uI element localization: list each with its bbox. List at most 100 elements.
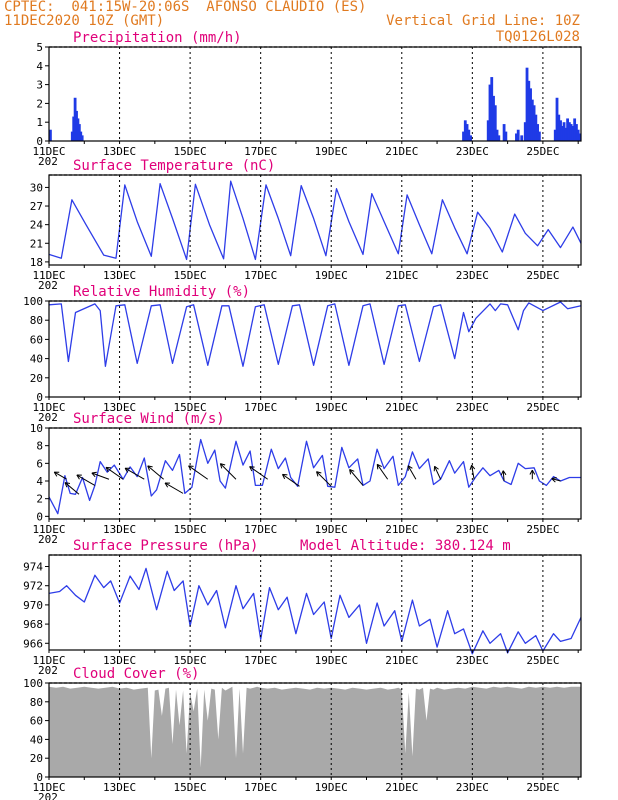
wind-arrow	[551, 478, 561, 482]
panel-4: 966 968 970 972 974 11DEC 13DEC 15DEC 17DEC 19DEC…	[23, 538, 582, 677]
wind-arrowhead	[249, 466, 255, 472]
x-year-label: 202	[38, 411, 58, 424]
x-tick-label: 13DEC	[103, 523, 136, 536]
series-line	[48, 567, 582, 655]
x-tick-label: 23DEC	[456, 654, 489, 667]
y-tick-label: 100	[23, 295, 43, 308]
precip-bar	[465, 124, 469, 141]
y-tick-label: 2	[36, 97, 43, 110]
y-tick-label: 21	[30, 237, 43, 250]
y-tick-label: 0	[36, 771, 43, 784]
header-station: CPTEC: 041:15W-20:06S AFONSO CLAUDIO (ES…	[4, 0, 367, 15]
precip-bar	[504, 131, 508, 141]
x-tick-label: 17DEC	[244, 145, 277, 158]
x-tick-label: 19DEC	[315, 523, 348, 536]
precip-bar	[516, 129, 520, 141]
wind-arrowhead	[500, 470, 507, 476]
wind-arrowhead	[91, 471, 97, 478]
wind-arrow	[349, 469, 364, 486]
y-tick-label: 80	[30, 696, 43, 709]
x-tick-label: 15DEC	[174, 523, 207, 536]
wind-arrow	[316, 471, 332, 487]
y-tick-label: 0	[36, 135, 43, 148]
y-tick-label: 18	[30, 256, 43, 269]
precip-bar	[463, 120, 467, 141]
y-tick-label: 966	[23, 637, 43, 650]
panel-title: Surface Pressure (hPa)	[73, 538, 258, 554]
plot-frame	[48, 174, 582, 266]
wind-arrowhead	[147, 465, 153, 471]
y-tick-label: 0	[36, 391, 43, 404]
y-tick-label: 40	[30, 353, 43, 366]
y-tick-label: 60	[30, 715, 43, 728]
y-tick-label: 4	[36, 475, 43, 488]
precip-bar	[562, 122, 566, 141]
wind-arrow	[105, 466, 124, 480]
y-tick-label: 80	[30, 314, 43, 327]
x-tick-label: 19DEC	[315, 781, 348, 794]
wind-arrowhead	[124, 467, 131, 473]
precip-bar	[530, 99, 534, 141]
x-tick-label: 25DEC	[526, 269, 559, 282]
x-tick-label: 15DEC	[174, 145, 207, 158]
precip-bar	[576, 129, 580, 141]
wind-arrow	[147, 465, 164, 480]
y-tick-label: 100	[23, 677, 43, 690]
precip-bar	[566, 118, 569, 141]
wind-arrowhead	[76, 474, 82, 480]
y-tick-label: 8	[36, 440, 43, 453]
x-tick-label: 13DEC	[103, 401, 136, 414]
x-tick-label: 17DEC	[244, 781, 277, 794]
y-tick-label: 20	[30, 372, 43, 385]
x-tick-label: 19DEC	[315, 145, 348, 158]
x-tick-label: 15DEC	[174, 781, 207, 794]
precip-bar	[49, 129, 52, 141]
y-tick-label: 974	[23, 561, 43, 574]
x-year-label: 202	[38, 664, 58, 677]
precip-bar	[555, 97, 559, 141]
x-tick-label: 21DEC	[385, 523, 418, 536]
wind-arrowhead	[469, 464, 476, 471]
precip-bar	[495, 129, 499, 141]
precip-bar	[515, 133, 518, 141]
plot-frame	[48, 46, 582, 142]
precip-bar	[567, 122, 571, 141]
y-tick-label: 972	[23, 580, 43, 593]
x-tick-label: 19DEC	[315, 401, 348, 414]
wind-arrowhead	[376, 463, 382, 470]
header-run-time: 11DEC2020 10Z (GMT)	[4, 13, 165, 29]
panel-2: 0 20 40 60 80 100 11DEC 13DEC 15DEC 17DEC 19DEC 21D…	[23, 284, 582, 424]
wind-arrowhead	[316, 471, 322, 477]
x-year-label: 202	[38, 791, 58, 800]
wind-arrowhead	[164, 482, 171, 488]
precip-bar	[502, 124, 506, 141]
wind-arrow	[54, 471, 67, 480]
x-tick-label: 11DEC	[32, 269, 65, 282]
y-tick-label: 970	[23, 599, 43, 612]
header-code: TQ0126L028	[495, 29, 580, 45]
x-tick-label: 17DEC	[244, 269, 277, 282]
panel-title: Surface Temperature (nC)	[73, 158, 275, 174]
wind-arrow	[124, 467, 145, 480]
x-tick-label: 25DEC	[526, 523, 559, 536]
x-year-label: 202	[38, 279, 58, 292]
x-tick-label: 11DEC	[32, 145, 65, 158]
panel-1: 18 21 24 27 30 11DEC 13DEC 15DEC 17DEC 19DEC 21DEC…	[30, 158, 582, 292]
y-tick-label: 27	[30, 200, 43, 213]
precip-bar	[573, 118, 577, 141]
x-tick-label: 17DEC	[244, 523, 277, 536]
precip-bar	[490, 77, 494, 141]
wind-arrowhead	[53, 471, 60, 477]
precip-bar	[529, 88, 532, 141]
y-tick-label: 3	[36, 79, 43, 92]
precip-bar	[553, 129, 557, 141]
precip-bar	[537, 131, 541, 141]
wind-arrowhead	[349, 469, 355, 475]
wind-arrow	[76, 474, 96, 486]
wind-arrow	[91, 472, 110, 480]
wind-arrowhead	[529, 469, 536, 475]
wind-arrowhead	[64, 482, 71, 488]
precip-bar	[571, 125, 575, 141]
x-tick-label: 23DEC	[456, 523, 489, 536]
